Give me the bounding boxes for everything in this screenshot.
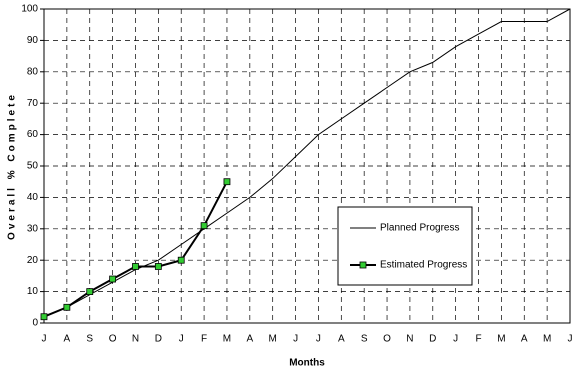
point (223, 178, 231, 186)
x-axis-label: Months (289, 358, 325, 369)
x-tick-label: J (293, 334, 298, 345)
y-axis-label: Overall % Complete (7, 92, 18, 240)
point (86, 288, 94, 296)
x-tick-label: M (269, 334, 277, 345)
x-tick-label: M (543, 334, 551, 345)
x-tick-label: A (246, 334, 253, 345)
series-line (43, 8, 571, 318)
point (154, 263, 162, 270)
legend-box (337, 206, 473, 286)
x-tick-label: J (42, 334, 47, 345)
y-tick-label: 90 (27, 35, 39, 46)
x-tick-label: O (383, 334, 391, 345)
x-tick-label: A (338, 334, 345, 345)
x-tick-label: D (429, 334, 436, 345)
x-tick-label: J (568, 334, 573, 345)
point (63, 303, 71, 311)
x-tick-label: N (406, 334, 413, 345)
y-tick-label: 60 (27, 129, 39, 140)
x-tick-label: D (155, 334, 162, 345)
x-tick-label: A (521, 334, 528, 345)
point (40, 313, 48, 321)
y-tick-label: 20 (27, 255, 39, 266)
y-tick-label: 40 (27, 192, 39, 203)
x-tick-label: M (497, 334, 505, 345)
y-tick-label: 50 (27, 161, 39, 172)
legend-label: Planned Progress (380, 223, 460, 234)
x-tick-label: F (201, 334, 207, 345)
legend-label: Estimated Progress (380, 260, 467, 271)
point (200, 222, 208, 230)
x-tick-label: J (453, 334, 458, 345)
y-tick-label: 80 (27, 66, 39, 77)
x-tick-label: N (132, 334, 139, 345)
plot-frame (43, 8, 571, 324)
legend-marker (359, 261, 367, 269)
x-tick-label: M (223, 334, 231, 345)
point (177, 256, 185, 264)
y-tick-label: 30 (27, 223, 39, 234)
x-tick-label: A (64, 334, 71, 345)
x-tick-label: O (109, 334, 117, 345)
point (109, 275, 117, 283)
y-tick-label: 100 (21, 4, 38, 15)
x-tick-label: S (361, 334, 368, 345)
x-tick-label: F (475, 334, 481, 345)
y-tick-label: 0 (32, 318, 38, 329)
x-tick-label: S (86, 334, 93, 345)
y-tick-label: 10 (27, 286, 39, 297)
x-tick-label: J (316, 334, 321, 345)
x-tick-label: J (179, 334, 184, 345)
y-tick-label: 70 (27, 98, 39, 109)
point (132, 263, 139, 270)
